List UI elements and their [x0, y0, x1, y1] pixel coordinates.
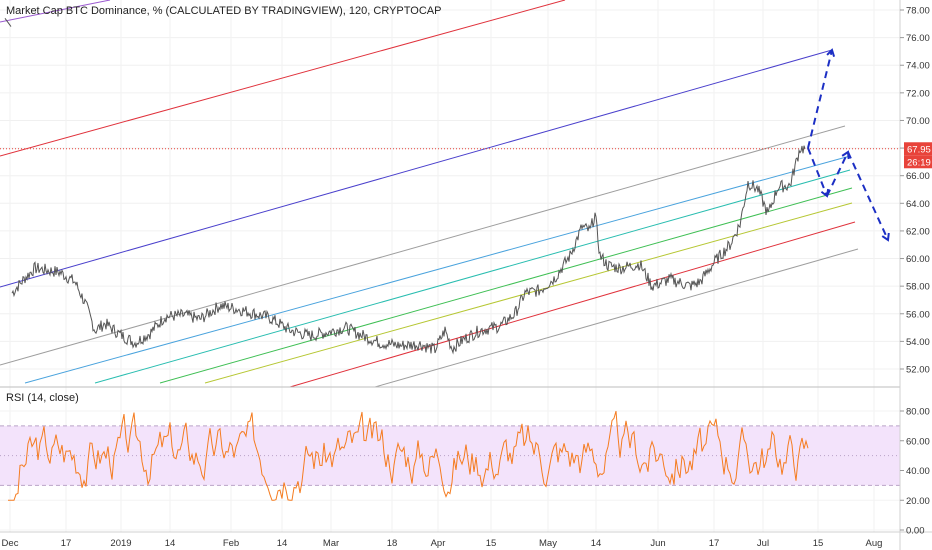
- price-tick-label: 62.00: [906, 226, 930, 237]
- chart-title: Market Cap BTC Dominance, % (CALCULATED …: [6, 5, 442, 17]
- time-tick-label: 14: [277, 538, 288, 549]
- rsi-tick-label: 40.00: [906, 466, 930, 477]
- arrow-head: [881, 232, 890, 242]
- price-tick-label: 76.00: [906, 33, 930, 44]
- channel-line[interactable]: [159, 187, 853, 384]
- projection-arrows[interactable]: [807, 48, 890, 242]
- time-tick-label: 15: [486, 538, 497, 549]
- time-tick-label: Dec: [2, 538, 19, 549]
- price-tick-label: 52.00: [906, 365, 930, 376]
- upper-channel-line[interactable]: [0, 0, 111, 23]
- arrow-head: [826, 48, 836, 57]
- price-tick-label: 64.00: [906, 199, 930, 210]
- upper-channel-line[interactable]: [0, 49, 833, 288]
- projection-arrow-segment[interactable]: [847, 151, 889, 241]
- arrow-head: [841, 150, 850, 160]
- price-tick-label: 58.00: [906, 282, 930, 293]
- time-tick-label: 15: [813, 538, 824, 549]
- rsi-axis[interactable]: 80.00 60.00 40.00 20.00 0.00: [900, 407, 930, 537]
- projection-arrow-segment[interactable]: [807, 147, 828, 197]
- channel-line[interactable]: [24, 155, 851, 384]
- time-tick-label: Jul: [757, 538, 769, 549]
- channel-line[interactable]: [0, 125, 846, 366]
- time-tick-label: 14: [165, 538, 176, 549]
- time-tick-label: Feb: [223, 538, 239, 549]
- rsi-tick-label: 20.00: [906, 496, 930, 507]
- time-axis[interactable]: Dec 17 2019 14 Feb 14 Mar 18 Apr 15 May 14 Jun 17 Jul 1…: [2, 538, 883, 549]
- time-tick-label: 18: [387, 538, 398, 549]
- time-tick-label: May: [539, 538, 557, 549]
- rsi-tick-label: 60.00: [906, 436, 930, 447]
- time-tick-label: Aug: [866, 538, 883, 549]
- price-tick-label: 72.00: [906, 88, 930, 99]
- price-series-line: [4, 17, 806, 355]
- trend-channel-drawings[interactable]: [0, 0, 859, 388]
- upper-channel-line[interactable]: [0, 0, 566, 157]
- time-tick-label: 17: [61, 538, 72, 549]
- channel-line[interactable]: [289, 221, 856, 388]
- rsi-title: RSI (14, close): [6, 392, 79, 404]
- time-tick-label: 14: [591, 538, 602, 549]
- price-tick-label: 56.00: [906, 309, 930, 320]
- countdown-label: 26:19: [907, 157, 931, 168]
- channel-line[interactable]: [94, 169, 851, 384]
- time-tick-label: 2019: [110, 538, 131, 549]
- projection-arrow-segment[interactable]: [826, 151, 849, 197]
- price-tick-label: 74.00: [906, 61, 930, 72]
- price-tick-label: 60.00: [906, 254, 930, 265]
- price-tick-label: 70.00: [906, 116, 930, 127]
- time-tick-label: 17: [709, 538, 720, 549]
- price-axis[interactable]: 78.0076.0074.0072.0070.0068.0066.0064.00…: [900, 6, 930, 376]
- projection-arrow-segment[interactable]: [807, 49, 833, 149]
- time-tick-label: Mar: [323, 538, 339, 549]
- last-price-badge: 67.95: [904, 142, 932, 156]
- arrow-head: [820, 188, 830, 198]
- countdown-badge: 26:19: [904, 155, 932, 169]
- rsi-series-line: [8, 410, 809, 501]
- time-tick-label: Apr: [431, 538, 446, 549]
- time-tick-label: Jun: [650, 538, 665, 549]
- rsi-tick-label: 0.00: [906, 526, 925, 537]
- price-tick-label: 54.00: [906, 337, 930, 348]
- rsi-tick-label: 80.00: [906, 407, 930, 418]
- last-price-label: 67.95: [907, 144, 931, 155]
- price-tick-label: 78.00: [906, 6, 930, 17]
- channel-line[interactable]: [374, 248, 859, 388]
- price-tick-label: 66.00: [906, 171, 930, 182]
